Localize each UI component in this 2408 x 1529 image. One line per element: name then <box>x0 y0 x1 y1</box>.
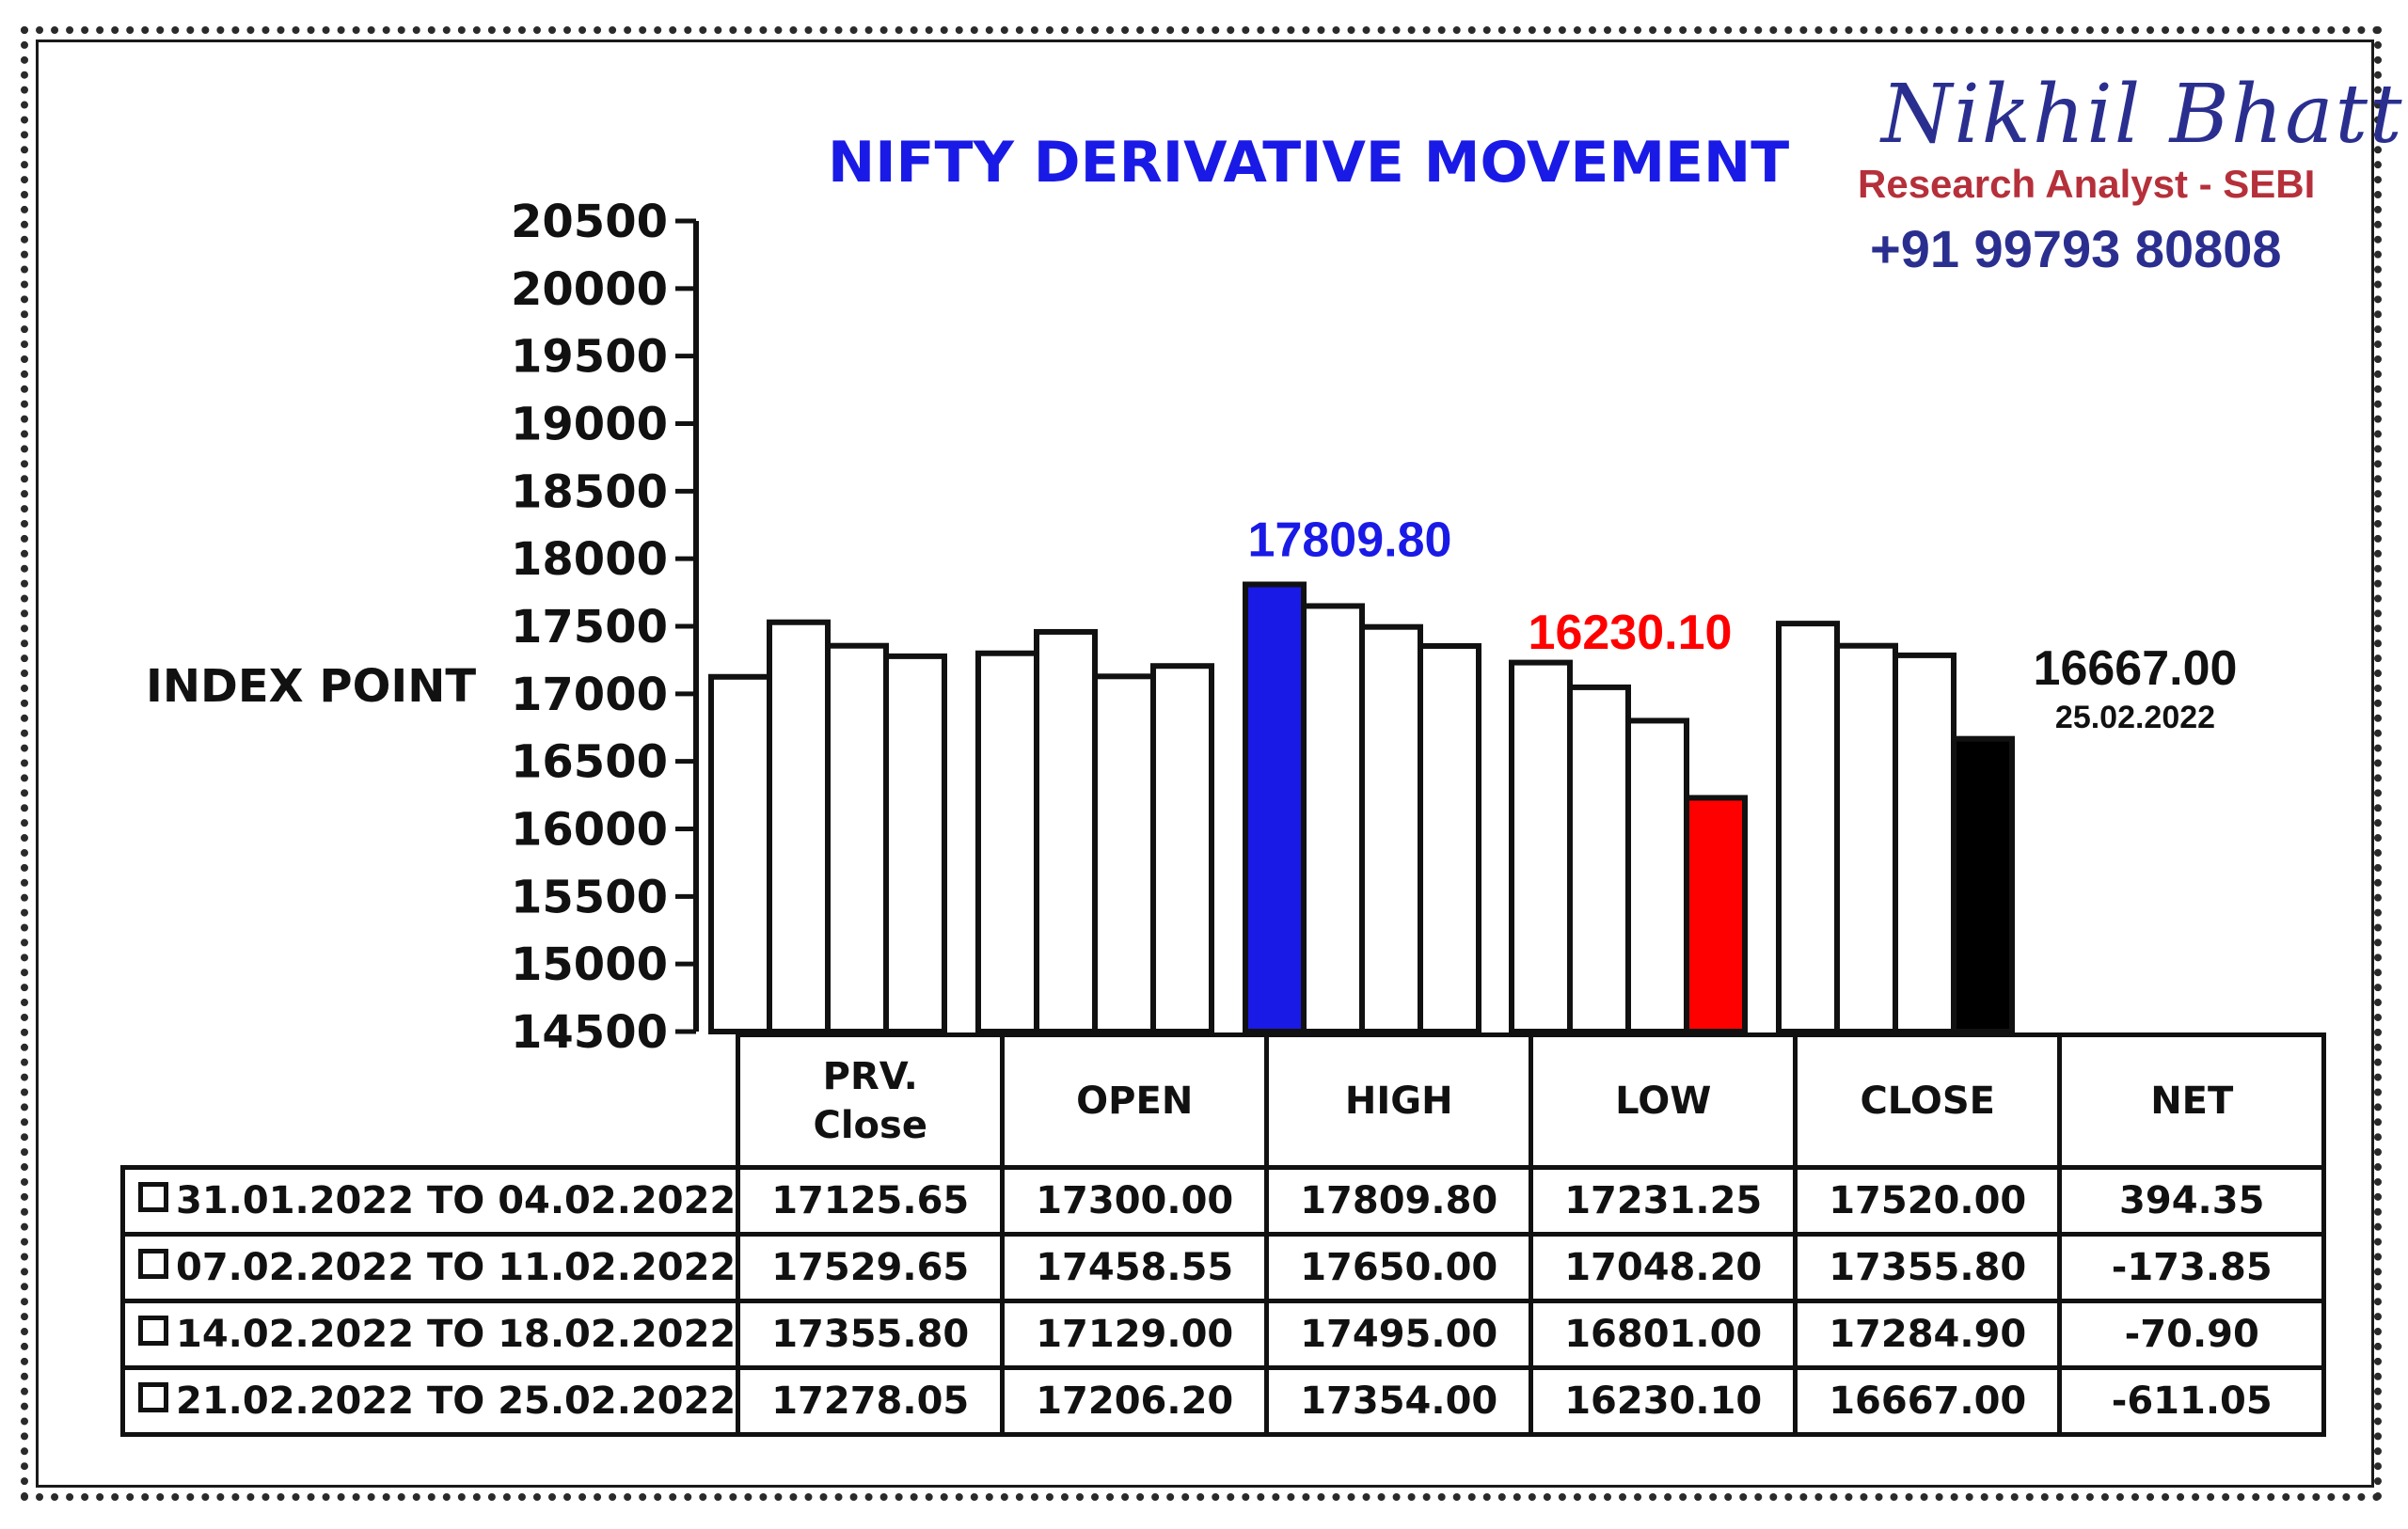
column-header-prv-close: PRV. Close <box>736 1032 1006 1170</box>
period-cell: 07.02.2022 TO 11.02.2022 <box>119 1232 741 1303</box>
y-tick-label: 18500 <box>511 465 668 518</box>
bar <box>1034 628 1098 1034</box>
table-cell: 17809.80 <box>1264 1165 1534 1237</box>
table-row: 21.02.2022 TO 25.02.2022 17278.05 17206.20… <box>119 1365 2327 1437</box>
y-tick-label: 16500 <box>511 736 668 789</box>
brand-phone: +91 99793 80808 <box>1870 219 2282 278</box>
square-bullet-icon <box>138 1382 168 1412</box>
bar <box>883 653 947 1035</box>
period-cell: 21.02.2022 TO 25.02.2022 <box>119 1365 741 1437</box>
table-corner-cell <box>123 1035 738 1168</box>
bar <box>1625 717 1689 1034</box>
y-tick-label: 17500 <box>511 601 668 654</box>
y-tick-label: 16000 <box>511 804 668 857</box>
table-row: 14.02.2022 TO 18.02.2022 17355.80 17129.00… <box>119 1299 2327 1370</box>
column-header-open: OPEN <box>1000 1032 1270 1170</box>
y-tick-label: 18000 <box>511 533 668 586</box>
bar <box>1243 581 1307 1034</box>
table-cell: 16801.00 <box>1529 1299 1798 1370</box>
table-cell: 17048.20 <box>1529 1232 1798 1303</box>
table-cell: 16230.10 <box>1529 1365 1798 1437</box>
low-annotation: 16230.10 <box>1529 606 1733 660</box>
bar <box>1359 623 1423 1034</box>
column-header-close: CLOSE <box>1793 1032 2063 1170</box>
outer-dotted-frame <box>21 26 2382 1501</box>
table-cell: -173.85 <box>2057 1232 2327 1303</box>
y-tick-label: 17000 <box>511 669 668 721</box>
period-label: 31.01.2022 TO 04.02.2022 <box>176 1179 737 1222</box>
y-tick-label: 20500 <box>511 196 668 248</box>
bar <box>1509 659 1573 1034</box>
data-table: PRV. Close OPEN HIGH LOW CLOSE NET 31.01.… <box>119 1032 2327 1437</box>
y-axis-label: INDEX POINT <box>146 660 477 713</box>
close-annotation-date: 25.02.2022 <box>2055 700 2215 735</box>
table-cell: 17520.00 <box>1793 1165 2063 1237</box>
period-label: 14.02.2022 TO 18.02.2022 <box>176 1313 737 1356</box>
table-cell: -70.90 <box>2057 1299 2327 1370</box>
header-line1: PRV. <box>822 1055 918 1098</box>
bar <box>1150 663 1214 1035</box>
bar <box>1951 735 2015 1034</box>
table-cell: 17355.80 <box>736 1299 1006 1370</box>
brand-name: Nikhil Bhatt <box>1881 68 2404 162</box>
table-cell: 16667.00 <box>1793 1365 2063 1437</box>
table-row: 07.02.2022 TO 11.02.2022 17529.65 17458.55… <box>119 1232 2327 1303</box>
close-annotation: 16667.00 <box>2034 641 2238 696</box>
table-cell: -611.05 <box>2057 1365 2327 1437</box>
period-cell: 14.02.2022 TO 18.02.2022 <box>119 1299 741 1370</box>
bar <box>825 642 889 1034</box>
table-cell: 17284.90 <box>1793 1299 2063 1370</box>
bar <box>1567 684 1631 1035</box>
table-row: 31.01.2022 TO 04.02.2022 17125.65 17300.00… <box>119 1165 2327 1237</box>
header-line2: Close <box>813 1104 927 1147</box>
period-cell: 31.01.2022 TO 04.02.2022 <box>119 1165 741 1237</box>
table-cell: 17529.65 <box>736 1232 1006 1303</box>
table-cell: 17650.00 <box>1264 1232 1534 1303</box>
column-header-low: LOW <box>1529 1032 1798 1170</box>
high-annotation: 17809.80 <box>1248 512 1452 567</box>
table-cell: 17231.25 <box>1529 1165 1798 1237</box>
table-cell: 17206.20 <box>1000 1365 1270 1437</box>
bar <box>767 619 831 1034</box>
bar <box>1301 603 1365 1034</box>
bar <box>1418 642 1481 1034</box>
y-tick-label: 19000 <box>511 399 668 451</box>
table-cell: 17495.00 <box>1264 1299 1534 1370</box>
brand-role: Research Analyst - SEBI <box>1858 162 2316 206</box>
period-label: 07.02.2022 TO 11.02.2022 <box>176 1246 737 1289</box>
table-cell: 394.35 <box>2057 1165 2327 1237</box>
bar <box>1893 652 1956 1034</box>
table-cell: 17354.00 <box>1264 1365 1534 1437</box>
bar <box>1684 795 1748 1035</box>
bar <box>708 673 772 1034</box>
table-cell: 17458.55 <box>1000 1232 1270 1303</box>
chart-title: NIFTY DERIVATIVE MOVEMENT <box>828 130 1790 196</box>
inner-frame <box>36 39 2374 1488</box>
table-cell: 17125.65 <box>736 1165 1006 1237</box>
table-header-row: PRV. Close OPEN HIGH LOW CLOSE NET <box>123 1032 2327 1170</box>
table-cell: 17129.00 <box>1000 1299 1270 1370</box>
bar <box>1092 673 1156 1035</box>
y-tick-label: 15500 <box>511 871 668 923</box>
y-tick-label: 19500 <box>511 331 668 384</box>
y-tick-label: 15000 <box>511 938 668 991</box>
period-label: 21.02.2022 TO 25.02.2022 <box>176 1379 737 1423</box>
y-tick-label: 14500 <box>511 1006 668 1059</box>
y-tick-label: 20000 <box>511 263 668 316</box>
table-cell: 17355.80 <box>1793 1232 2063 1303</box>
square-bullet-icon <box>138 1316 168 1346</box>
table-cell: 17278.05 <box>736 1365 1006 1437</box>
column-header-net: NET <box>2057 1032 2327 1170</box>
table-cell: 17300.00 <box>1000 1165 1270 1237</box>
column-header-high: HIGH <box>1264 1032 1534 1170</box>
bar <box>1776 621 1840 1034</box>
square-bullet-icon <box>138 1249 168 1279</box>
bar <box>1834 642 1898 1034</box>
bar <box>975 650 1039 1034</box>
square-bullet-icon <box>138 1182 168 1212</box>
